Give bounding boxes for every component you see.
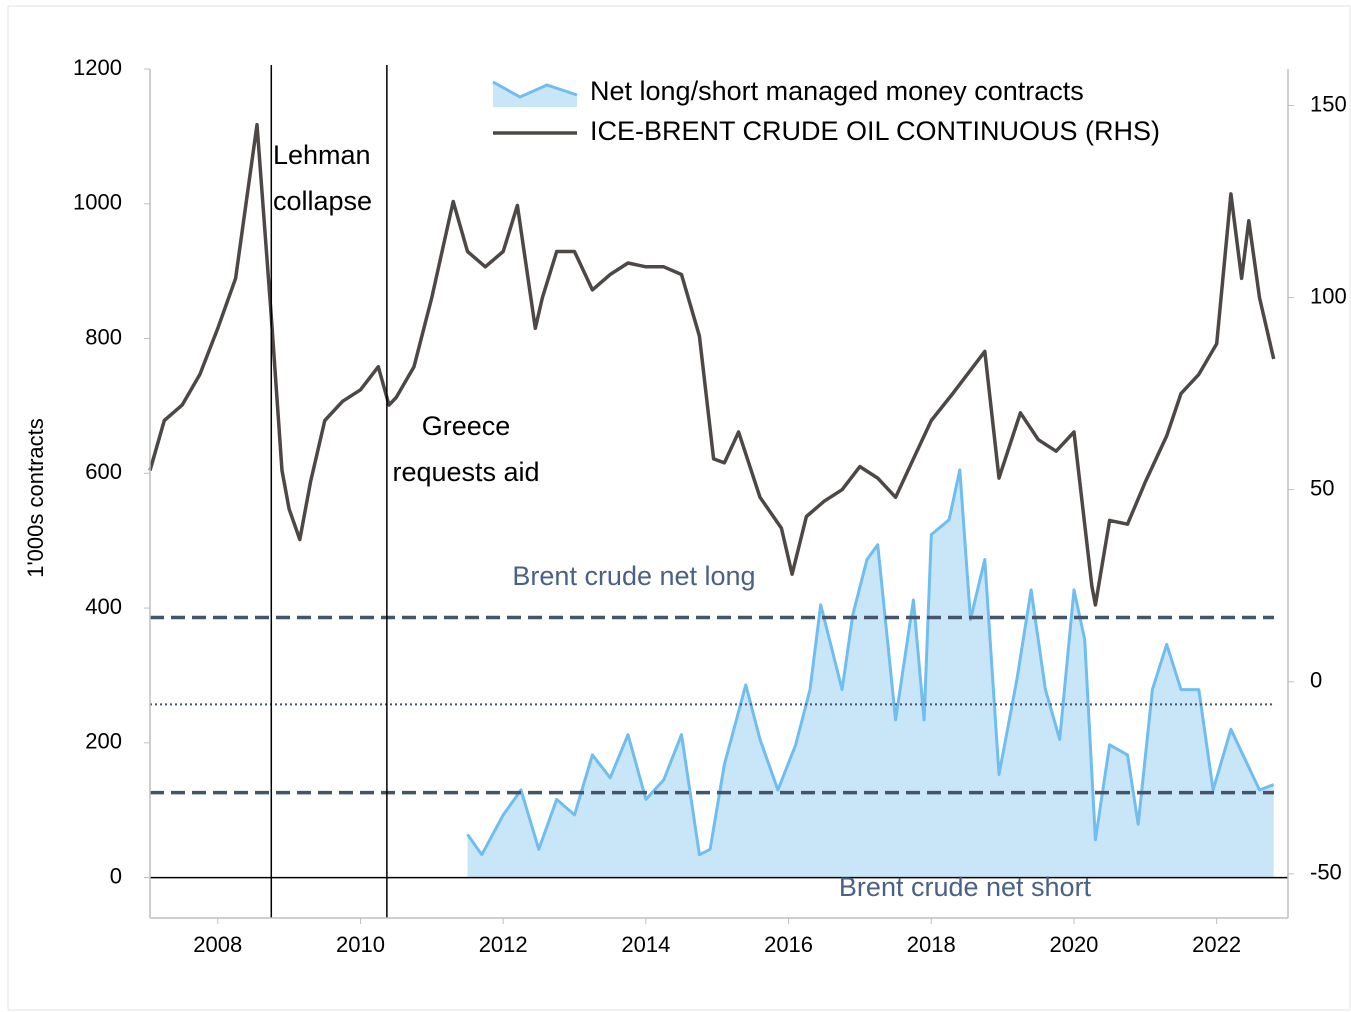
y-axis-label: 1'000s contracts <box>23 418 48 578</box>
y-tick-label: 0 <box>110 863 122 888</box>
y-tick-label: 200 <box>85 729 122 754</box>
x-tick-label: 2016 <box>764 932 813 957</box>
y-tick-label: 400 <box>85 594 122 619</box>
annotation: Brent crude net long <box>512 561 755 591</box>
y-tick-label: 1200 <box>73 55 122 80</box>
x-tick-label: 2008 <box>193 932 242 957</box>
chart-frame <box>7 5 1351 1011</box>
x-tick-label: 2010 <box>336 932 385 957</box>
x-tick-label: 2014 <box>621 932 670 957</box>
annotation: Lehman <box>273 140 371 170</box>
legend-label: Net long/short managed money contracts <box>590 76 1084 106</box>
annotation: Greece <box>422 411 511 441</box>
x-tick-label: 2012 <box>479 932 528 957</box>
annotation: requests aid <box>392 457 539 487</box>
y2-tick-label: 150 <box>1310 91 1347 116</box>
area-fill <box>467 469 1274 878</box>
y-tick-label: 800 <box>85 324 122 349</box>
annotation: Brent crude net short <box>839 872 1092 902</box>
y2-tick-label: 0 <box>1310 668 1322 693</box>
y-tick-label: 1000 <box>73 190 122 215</box>
x-tick-label: 2018 <box>907 932 956 957</box>
y2-tick-label: 100 <box>1310 283 1347 308</box>
area-line <box>466 468 1275 857</box>
price-line <box>148 122 1276 607</box>
legend-swatch <box>493 82 577 107</box>
x-tick-label: 2020 <box>1049 932 1098 957</box>
x-tick-label: 2022 <box>1192 932 1241 957</box>
y-tick-label: 600 <box>85 459 122 484</box>
annotation: collapse <box>273 186 372 216</box>
legend-swatch <box>492 80 578 99</box>
legend-label: ICE-BRENT CRUDE OIL CONTINUOUS (RHS) <box>590 116 1160 146</box>
y2-tick-label: 50 <box>1310 475 1334 500</box>
y2-tick-label: -50 <box>1310 860 1342 885</box>
